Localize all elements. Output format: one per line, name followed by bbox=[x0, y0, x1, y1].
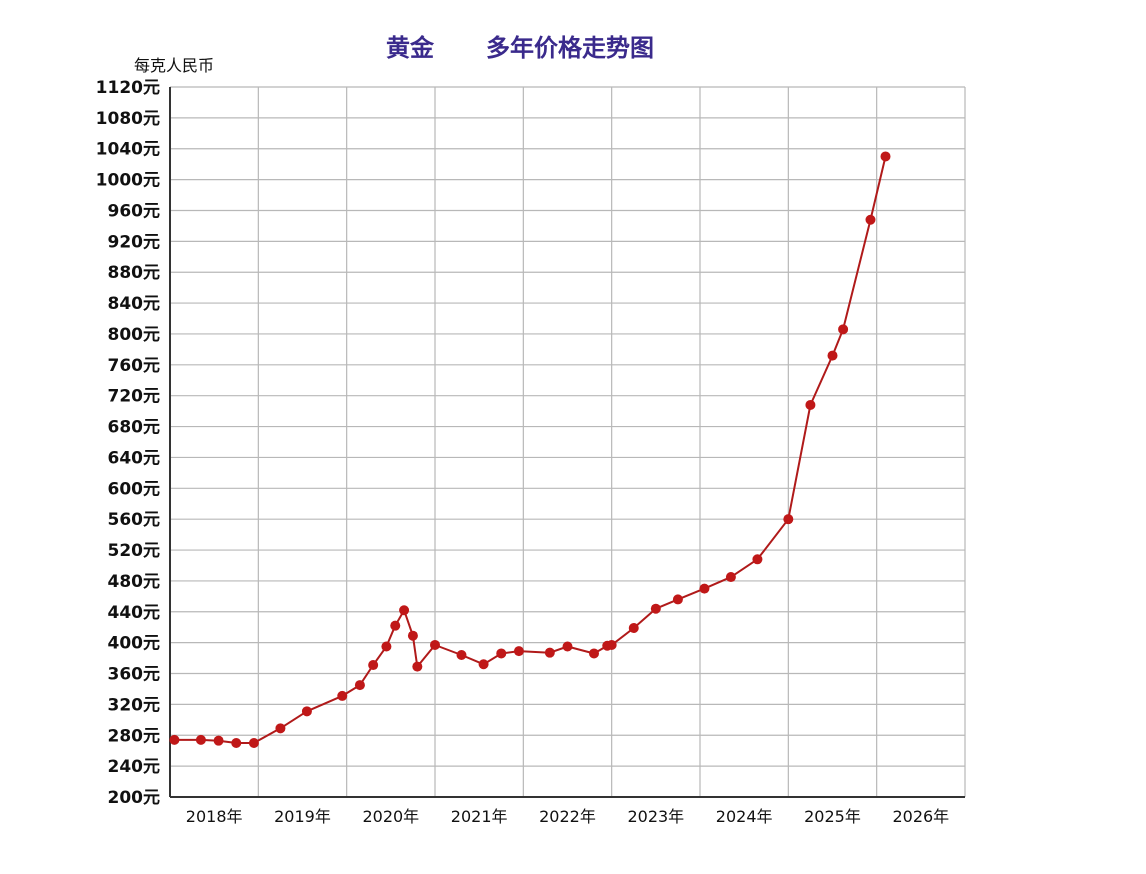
data-point bbox=[805, 399, 816, 410]
data-point bbox=[368, 660, 379, 671]
y-tick-label: 920元 bbox=[108, 232, 161, 252]
y-tick-label: 680元 bbox=[108, 418, 161, 438]
data-point bbox=[699, 583, 710, 594]
series-line bbox=[174, 156, 887, 744]
chart-title: 黄金 多年价格走势图 bbox=[0, 28, 1146, 68]
y-tick-label: 240元 bbox=[108, 757, 161, 777]
y-tick-label: 960元 bbox=[108, 201, 161, 221]
data-point bbox=[725, 572, 736, 583]
data-point bbox=[275, 723, 286, 734]
data-point bbox=[838, 324, 849, 335]
data-point bbox=[544, 647, 555, 658]
data-point bbox=[231, 737, 242, 748]
axes bbox=[169, 87, 965, 798]
y-tick-label: 480元 bbox=[108, 572, 161, 592]
x-tick-label: 2018年 bbox=[186, 807, 243, 826]
y-tick-label: 520元 bbox=[108, 541, 161, 561]
data-point bbox=[628, 622, 639, 633]
x-tick-label: 2021年 bbox=[451, 807, 508, 826]
x-tick-label: 2019年 bbox=[274, 807, 331, 826]
y-tick-label: 800元 bbox=[108, 325, 161, 345]
data-point bbox=[783, 514, 794, 525]
y-tick-label: 400元 bbox=[108, 634, 161, 654]
data-point bbox=[412, 661, 423, 672]
grid-lines bbox=[170, 86, 966, 797]
y-tick-label: 640元 bbox=[108, 448, 161, 468]
data-point bbox=[513, 646, 524, 657]
chart-title-part1: 黄金 bbox=[386, 34, 434, 62]
data-point bbox=[213, 735, 224, 746]
data-point bbox=[301, 706, 312, 717]
x-tick-labels: 2018年 2019年 2020年 2021年 2022年 2023年 2024年 2025年… bbox=[186, 807, 949, 826]
x-tick-label: 2023年 bbox=[627, 807, 684, 826]
series-gold-price bbox=[169, 151, 891, 748]
data-point bbox=[354, 680, 365, 691]
y-tick-label: 1040元 bbox=[96, 140, 160, 160]
data-point bbox=[827, 350, 838, 361]
data-point bbox=[456, 650, 467, 660]
y-tick-label: 560元 bbox=[108, 510, 161, 530]
data-point bbox=[169, 734, 180, 745]
y-tick-label: 600元 bbox=[108, 479, 161, 499]
y-tick-label: 1120元 bbox=[96, 78, 160, 98]
y-tick-label: 360元 bbox=[108, 665, 161, 685]
data-point bbox=[381, 641, 392, 652]
chart-title-part2: 多年价格走势图 bbox=[486, 34, 654, 62]
x-tick-label: 2025年 bbox=[804, 807, 861, 826]
data-point bbox=[672, 594, 683, 605]
data-point bbox=[337, 690, 348, 701]
data-point bbox=[650, 603, 661, 614]
data-point bbox=[430, 639, 440, 650]
data-point bbox=[752, 554, 763, 565]
data-point bbox=[589, 648, 599, 659]
data-point bbox=[478, 659, 489, 670]
data-point bbox=[496, 648, 507, 659]
x-tick-label: 2022年 bbox=[539, 807, 596, 826]
x-tick-label: 2020年 bbox=[362, 807, 419, 826]
y-tick-label: 280元 bbox=[108, 726, 161, 746]
y-tick-label: 440元 bbox=[108, 603, 161, 623]
x-tick-label: 2026年 bbox=[892, 807, 949, 826]
data-point bbox=[865, 214, 876, 225]
y-tick-label: 320元 bbox=[108, 695, 161, 715]
y-tick-label: 760元 bbox=[108, 356, 161, 376]
data-point bbox=[407, 630, 418, 641]
x-tick-label: 2024年 bbox=[716, 807, 773, 826]
data-point bbox=[880, 151, 891, 162]
y-tick-label: 200元 bbox=[108, 788, 161, 808]
data-point bbox=[399, 605, 410, 616]
data-point bbox=[562, 641, 573, 652]
y-tick-label: 1000元 bbox=[96, 171, 160, 191]
y-tick-labels: 200元 240元 280元 320元 360元 400元 440元 480元 520元 560元… bbox=[96, 78, 160, 808]
data-point bbox=[195, 734, 206, 745]
y-tick-label: 1080元 bbox=[96, 109, 160, 129]
data-point bbox=[606, 639, 617, 650]
y-tick-label: 880元 bbox=[108, 263, 161, 283]
y-axis-unit-label: 每克人民币 bbox=[134, 56, 215, 75]
y-tick-label: 720元 bbox=[108, 387, 161, 407]
y-tick-label: 840元 bbox=[108, 294, 161, 314]
data-point bbox=[248, 737, 259, 748]
data-point bbox=[390, 620, 401, 631]
